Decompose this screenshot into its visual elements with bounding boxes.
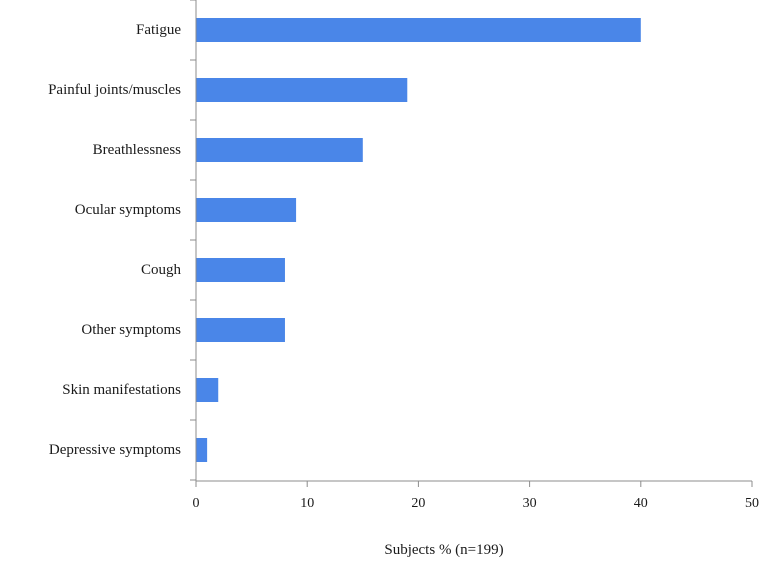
x-tick-label: 30 — [523, 496, 537, 511]
x-tick-label: 50 — [745, 496, 759, 511]
y-axis-ticks — [190, 0, 196, 481]
bar — [196, 18, 641, 42]
bar — [196, 138, 363, 162]
bars-group — [196, 18, 641, 462]
category-label: Breathlessness — [93, 142, 181, 158]
category-label: Ocular symptoms — [75, 202, 181, 218]
category-label: Painful joints/muscles — [48, 82, 181, 98]
x-tick-label: 40 — [634, 496, 648, 511]
x-tick-label: 0 — [193, 496, 200, 511]
bar — [196, 78, 408, 102]
category-labels: Fatigue Painful joints/muscles Breathlessn… — [48, 22, 181, 458]
bar — [196, 438, 208, 462]
category-label: Skin manifestations — [62, 382, 181, 398]
category-label: Fatigue — [136, 22, 181, 38]
category-label: Depressive symptoms — [49, 442, 181, 458]
x-axis-title: Subjects % (n=199) — [384, 542, 503, 558]
bar — [196, 318, 285, 342]
bar — [196, 198, 297, 222]
bar — [196, 378, 219, 402]
bar — [196, 258, 285, 282]
category-label: Other symptoms — [81, 322, 181, 338]
x-axis-ticks: 0 10 20 30 40 50 — [193, 481, 759, 511]
x-tick-label: 10 — [300, 496, 314, 511]
category-label: Cough — [141, 262, 182, 278]
x-tick-label: 20 — [411, 496, 425, 511]
